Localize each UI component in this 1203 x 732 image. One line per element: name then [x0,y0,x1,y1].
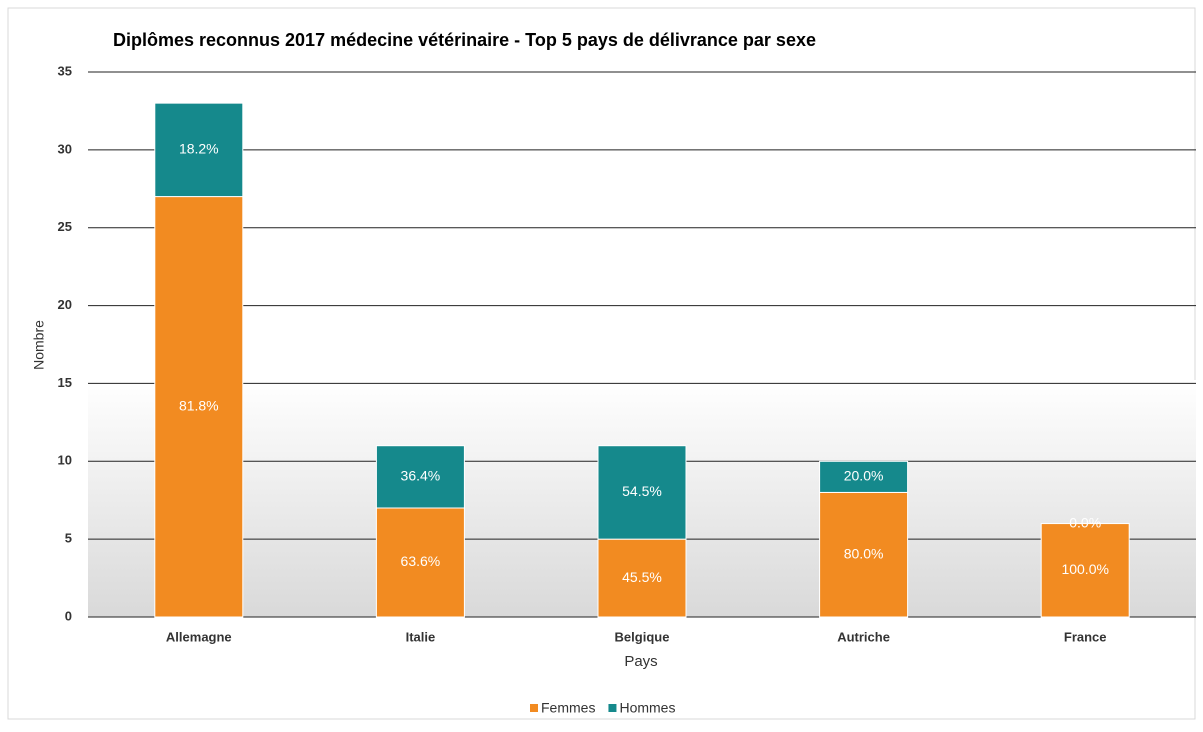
segment-label: 20.0% [844,468,884,484]
segment-label: 0.0% [1069,514,1101,530]
y-tick-label: 5 [65,531,72,546]
segment-label: 100.0% [1061,561,1108,577]
bar-segment [375,445,465,509]
y-tick-label: 30 [58,141,72,156]
y-tick-label: 20 [58,297,72,312]
legend-label: Hommes [619,700,675,716]
legend-swatch [530,704,538,712]
segment-label: 18.2% [179,141,219,157]
legend-label: Femmes [541,700,595,716]
x-tick-label: Allemagne [166,629,232,644]
bar-segment [154,196,244,618]
y-tick-label: 0 [65,608,72,623]
x-axis-title: Pays [624,653,657,670]
legend-swatch [608,704,617,712]
segment-label: 63.6% [401,553,441,569]
segment-label: 54.5% [622,483,662,499]
segment-label: 80.0% [844,545,884,561]
x-tick-label: Autriche [837,629,890,644]
bar-segment [375,507,465,618]
segment-label: 36.4% [401,468,441,484]
bar-segment [1040,523,1130,618]
bar-segment [819,460,909,493]
bar-segment [154,102,244,198]
y-tick-label: 35 [58,63,72,78]
y-tick-label: 25 [58,219,72,234]
y-axis-title: Nombre [31,320,47,370]
y-tick-label: 15 [58,375,72,390]
x-tick-label: Italie [406,629,436,644]
segment-label: 45.5% [622,569,662,585]
y-tick-label: 10 [58,453,72,468]
x-tick-label: Belgique [615,629,670,644]
bar-segment [819,491,909,618]
chart-title: Diplômes reconnus 2017 médecine vétérina… [113,30,816,50]
segment-label: 81.8% [179,397,219,413]
bar-segment [597,445,687,540]
x-tick-label: France [1064,629,1107,644]
